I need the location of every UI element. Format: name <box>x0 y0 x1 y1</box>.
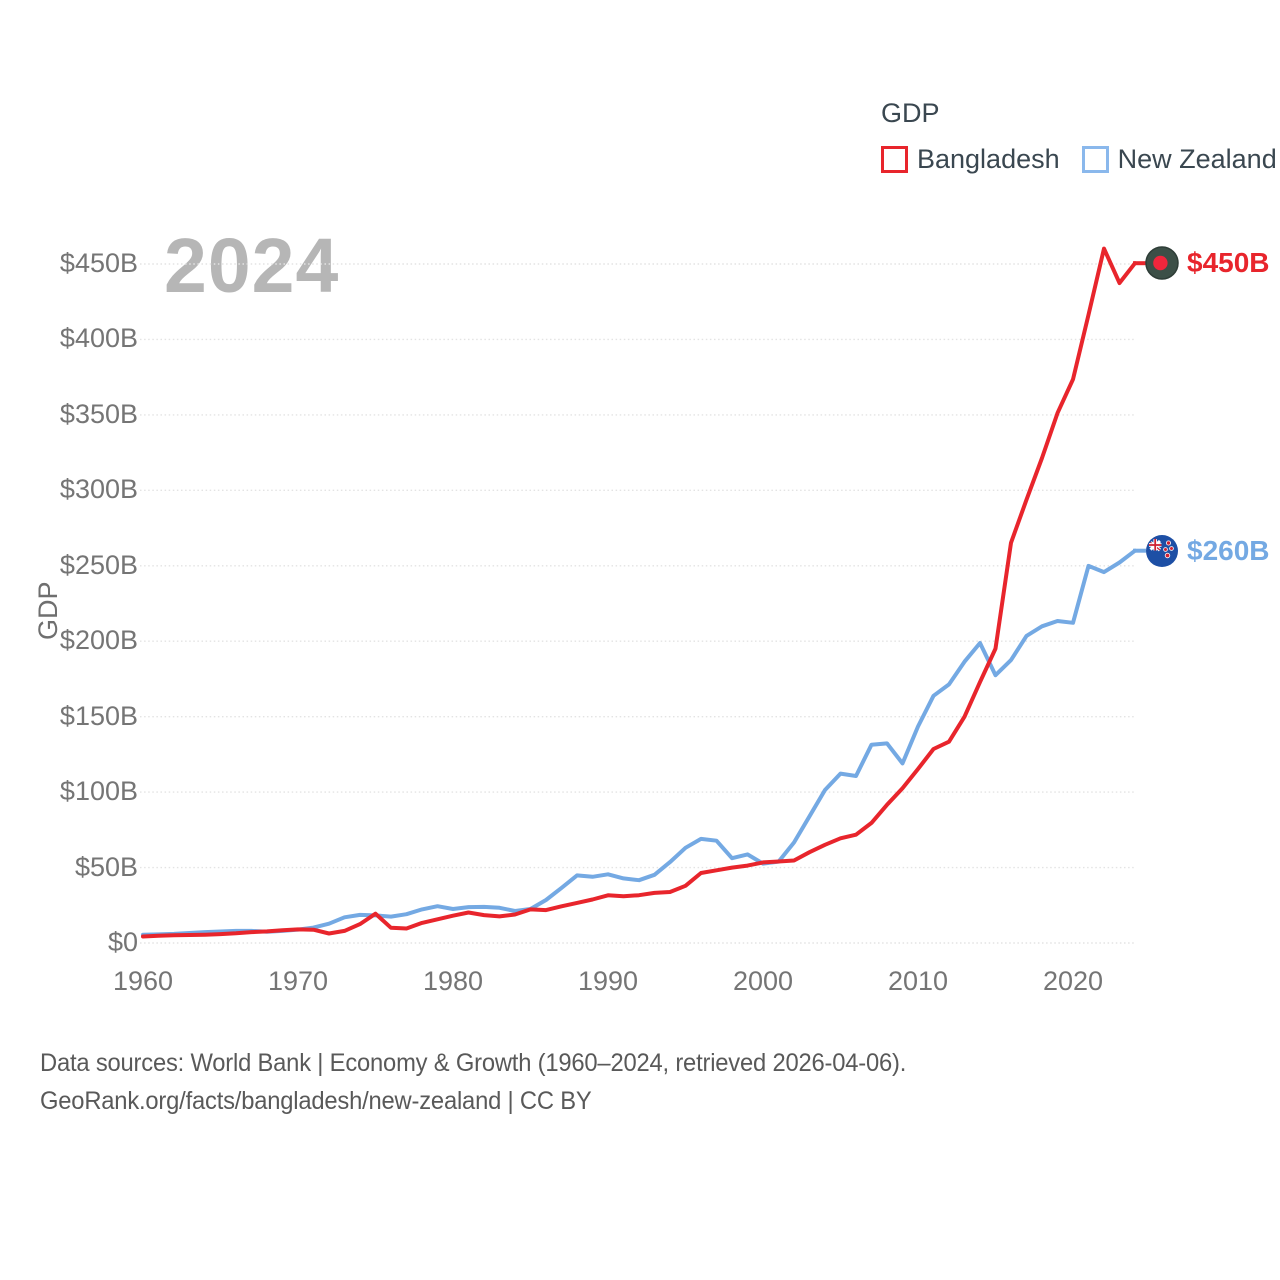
y-axis-tick-label: $450B <box>59 248 138 278</box>
x-axis-tick-label: 1990 <box>577 966 639 996</box>
attribution-footer: Data sources: World Bank | Economy & Gro… <box>40 1044 906 1120</box>
new-zealand-flag-icon <box>1146 534 1178 567</box>
y-axis-tick-label: $250B <box>59 549 138 580</box>
y-axis-tick-label: $150B <box>59 700 138 731</box>
legend-item-label: Bangladesh <box>917 144 1060 174</box>
y-axis-tick-label: $350B <box>59 398 138 429</box>
legend-item-new-zealand[interactable]: New Zealand <box>1081 144 1277 175</box>
y-axis-tick-label: $300B <box>59 474 138 505</box>
legend-item-bangladesh[interactable]: Bangladesh <box>881 144 1060 175</box>
chart-legend: GDP Bangladesh New Zealand <box>881 98 1277 175</box>
legend-items: Bangladesh New Zealand <box>881 144 1277 175</box>
bangladesh-flag-icon <box>1145 246 1179 280</box>
series-end-value-label: $450B <box>1187 247 1270 279</box>
y-axis-tick-label: $0 <box>107 927 138 957</box>
y-axis-tick-label: $200B <box>59 625 138 656</box>
x-axis-tick-label: 1970 <box>267 966 329 996</box>
y-axis-tick-label: $400B <box>59 323 138 354</box>
data-sources-text: Data sources: World Bank | Economy & Gro… <box>40 1049 907 1077</box>
y-axis-tick-label: $100B <box>59 776 138 807</box>
x-axis-tick-label: 2000 <box>732 966 794 996</box>
bangladesh-line <box>141 246 1137 939</box>
x-axis-tick-label: 1960 <box>112 966 174 996</box>
x-axis-tick-label: 2020 <box>1042 966 1104 996</box>
new-zealand-swatch-icon <box>1081 146 1109 173</box>
legend-title: GDP <box>881 98 940 128</box>
new-zealand-line <box>141 548 1137 937</box>
bangladesh-end-marker: $450B <box>1145 246 1270 280</box>
year-watermark: 2024 <box>164 223 340 309</box>
new-zealand-end-marker: $260B <box>1145 534 1270 568</box>
y-axis-tick-label: $50B <box>74 851 138 882</box>
x-axis-tick-label: 2010 <box>887 966 949 996</box>
source-url-text: GeoRank.org/facts/bangladesh/new-zealand… <box>40 1087 592 1115</box>
legend-item-label: New Zealand <box>1117 144 1277 174</box>
series-end-value-label: $260B <box>1187 534 1270 566</box>
x-axis-tick-label: 1980 <box>422 966 484 996</box>
bangladesh-swatch-icon <box>881 146 908 173</box>
